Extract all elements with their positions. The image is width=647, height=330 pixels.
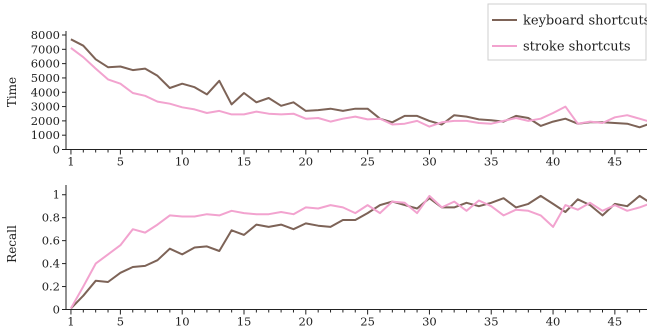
y-axis-title: Time: [5, 77, 19, 107]
y-tick-label: 0: [53, 143, 60, 157]
y-tick-label: 2000: [31, 114, 60, 128]
x-tick-label: 30: [422, 155, 437, 169]
y-tick-label: 3000: [31, 100, 60, 114]
x-tick-label: 45: [608, 315, 623, 329]
x-tick-label: 40: [546, 315, 561, 329]
y-tick-label: 1: [53, 188, 60, 202]
y-tick-label: 7000: [31, 42, 60, 56]
x-tick-label: 25: [360, 155, 375, 169]
legend-label-stroke-shortcuts: stroke shortcuts: [523, 40, 631, 55]
x-tick-label: 20: [298, 155, 313, 169]
x-tick-label: 1: [67, 315, 74, 329]
x-tick-label: 35: [484, 155, 499, 169]
series-line-keyboard-shortcuts: [70, 38, 647, 129]
legend: keyboard shortcuts stroke shortcuts: [487, 3, 647, 61]
x-tick-label: 10: [175, 315, 190, 329]
legend-label-keyboard-shortcuts: keyboard shortcuts: [523, 14, 647, 29]
x-tick-label: 25: [360, 315, 375, 329]
y-tick-label: 0.4: [42, 257, 60, 271]
series-line-stroke-shortcuts: [70, 194, 647, 309]
x-tick-label: 15: [237, 155, 252, 169]
series-line-keyboard-shortcuts: [70, 194, 647, 310]
legend-box: [487, 3, 647, 61]
x-tick-label: 5: [117, 155, 124, 169]
y-tick-label: 1000: [31, 128, 60, 142]
x-tick-label: 45: [608, 155, 623, 169]
y-tick-label: 0: [53, 303, 60, 317]
y-tick-label: 6000: [31, 57, 60, 71]
series-line-stroke-shortcuts: [70, 47, 647, 128]
x-tick-label: 5: [117, 315, 124, 329]
y-tick-label: 8000: [31, 28, 60, 42]
y-tick-label: 5000: [31, 71, 60, 85]
x-tick-label: 35: [484, 315, 499, 329]
x-tick-label: 10: [175, 155, 190, 169]
y-axis-title: Recall: [5, 225, 19, 263]
y-tick-label: 0.2: [42, 280, 60, 294]
x-tick-label: 40: [546, 155, 561, 169]
y-tick-label: 0.8: [42, 211, 60, 225]
x-tick-label: 30: [422, 315, 437, 329]
y-tick-label: 4000: [31, 85, 60, 99]
x-tick-label: 15: [237, 315, 252, 329]
x-tick-label: 20: [298, 315, 313, 329]
y-tick-label: 0.6: [42, 234, 60, 248]
x-tick-label: 1: [67, 155, 74, 169]
